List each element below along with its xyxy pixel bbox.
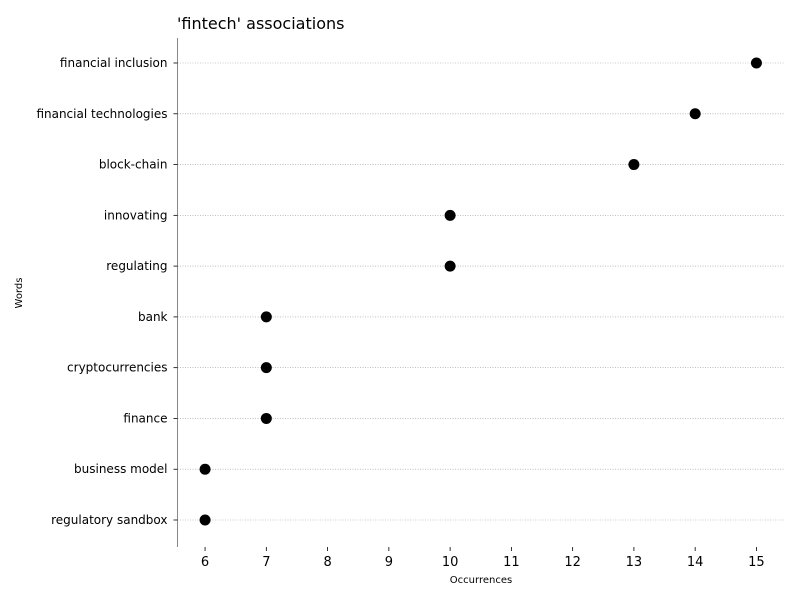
data-points (199, 57, 762, 526)
x-tick-label: 12 (564, 555, 581, 570)
x-tick-label: 14 (687, 555, 704, 570)
data-point (260, 311, 272, 323)
y-tick-label: block-chain (99, 158, 168, 172)
y-tick-label: financial technologies (36, 107, 167, 121)
chart-title: 'fintech' associations (177, 14, 344, 33)
data-point (689, 108, 701, 120)
x-tick-label: 13 (626, 555, 643, 570)
x-tick-label: 7 (262, 555, 270, 570)
y-axis-label: Words (14, 278, 25, 309)
data-point (750, 57, 762, 69)
y-tick-label: finance (123, 411, 167, 425)
data-point (260, 362, 272, 374)
y-axis-ticks: financial inclusion financial technologie… (36, 56, 178, 527)
data-point (260, 412, 272, 424)
y-tick-label: cryptocurrencies (67, 361, 167, 375)
data-point (444, 260, 456, 272)
y-tick-label: regulating (106, 259, 167, 273)
x-axis-ticks: 6 7 8 9 10 11 12 13 14 15 (201, 547, 765, 570)
data-point (199, 514, 211, 526)
x-tick-label: 11 (503, 555, 520, 570)
x-axis-label: Occurrences (450, 575, 512, 586)
x-tick-label: 9 (385, 555, 393, 570)
x-tick-label: 15 (748, 555, 765, 570)
x-tick-label: 10 (442, 555, 459, 570)
y-tick-label: financial inclusion (60, 56, 168, 70)
data-point (628, 159, 640, 171)
y-tick-label: bank (138, 310, 168, 324)
data-point (199, 463, 211, 475)
grid-lines (177, 62, 784, 521)
y-tick-label: innovating (104, 208, 168, 222)
data-point (444, 209, 456, 221)
y-tick-label: regulatory sandbox (51, 513, 167, 527)
x-tick-label: 6 (201, 555, 209, 570)
x-tick-label: 8 (323, 555, 331, 570)
y-tick-label: business model (74, 462, 167, 476)
